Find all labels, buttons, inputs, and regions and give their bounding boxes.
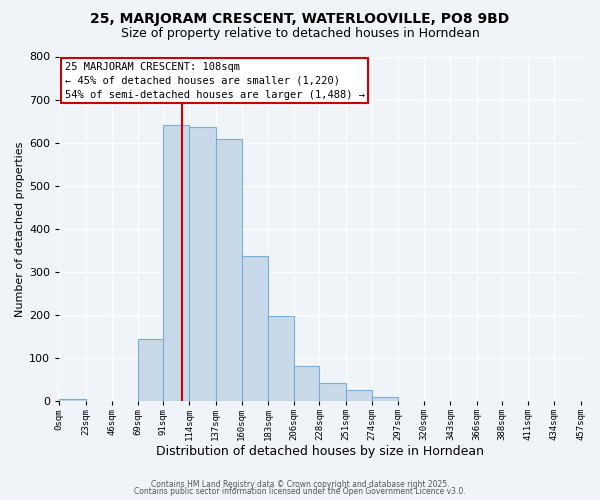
Bar <box>242 256 268 401</box>
Text: Size of property relative to detached houses in Horndean: Size of property relative to detached ho… <box>121 28 479 40</box>
Text: Contains HM Land Registry data © Crown copyright and database right 2025.: Contains HM Land Registry data © Crown c… <box>151 480 449 489</box>
Text: 25, MARJORAM CRESCENT, WATERLOOVILLE, PO8 9BD: 25, MARJORAM CRESCENT, WATERLOOVILLE, PO… <box>91 12 509 26</box>
Bar <box>138 338 163 401</box>
Text: Contains public sector information licensed under the Open Government Licence v3: Contains public sector information licen… <box>134 488 466 496</box>
Bar <box>319 383 346 401</box>
X-axis label: Distribution of detached houses by size in Horndean: Distribution of detached houses by size … <box>156 444 484 458</box>
Text: 25 MARJORAM CRESCENT: 108sqm
← 45% of detached houses are smaller (1,220)
54% of: 25 MARJORAM CRESCENT: 108sqm ← 45% of de… <box>65 62 365 100</box>
Bar <box>372 397 398 401</box>
Bar <box>346 390 372 401</box>
Bar <box>190 126 215 401</box>
Bar <box>215 139 242 401</box>
Y-axis label: Number of detached properties: Number of detached properties <box>15 141 25 316</box>
Bar <box>294 366 319 401</box>
Bar <box>268 316 294 401</box>
Bar <box>59 399 86 401</box>
Bar <box>163 126 190 401</box>
